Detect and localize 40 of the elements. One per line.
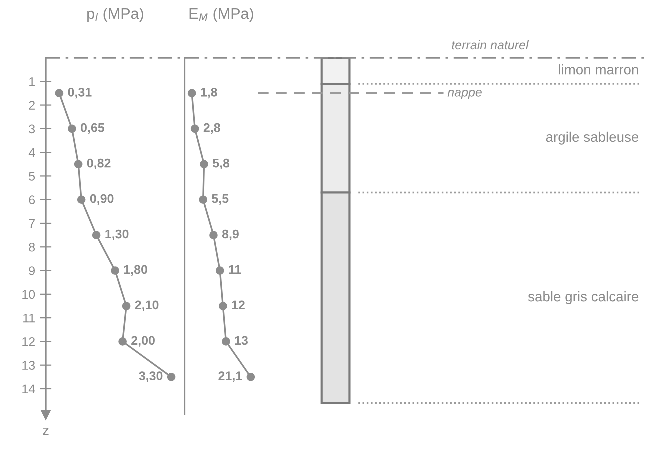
y-axis-title: z	[43, 428, 49, 436]
text: terrain naturel	[452, 40, 530, 50]
data-label: 1,8	[201, 88, 218, 99]
y-tick-label: 4	[28, 148, 36, 158]
y-tick-label: 3	[29, 124, 36, 134]
text: nappe	[448, 90, 482, 100]
y-tick-label: 13	[22, 361, 36, 370]
text: sable gris calcaire	[528, 291, 639, 304]
data-label: 3,30	[139, 372, 163, 382]
text: limon marron	[559, 64, 638, 75]
data-label: 0,82	[87, 158, 111, 170]
y-tick-label: 5	[29, 172, 36, 181]
y-tick-label: 14	[22, 384, 36, 394]
data-label: 1,80	[124, 265, 148, 276]
y-tick-label: 1	[30, 78, 35, 86]
y-tick-label: 2	[29, 101, 35, 110]
data-label: 21,1	[218, 372, 242, 382]
y-tick-label: 9	[29, 266, 35, 276]
data-label: 2,00	[132, 336, 155, 347]
data-label: 8,9	[222, 230, 239, 240]
data-label: 1,30	[106, 230, 129, 240]
data-label: 2,8	[204, 123, 220, 134]
data-label: 0,31	[68, 88, 92, 99]
data-label: 5,5	[212, 194, 229, 206]
text: argile sableuse	[546, 132, 639, 145]
data-label: 13	[235, 336, 248, 346]
data-label: 11	[229, 265, 242, 274]
chart-title: p$_{l}$ (MPa)	[88, 8, 144, 22]
data-label: 5,8	[212, 158, 230, 170]
y-tick-label: 7	[29, 219, 35, 228]
chart-title: E$_{M}$ (MPa)	[190, 8, 254, 22]
data-label: 2,10	[135, 300, 159, 312]
data-label: 0,90	[90, 194, 114, 206]
y-tick-label: 11	[24, 314, 35, 323]
y-tick-label: 10	[22, 290, 36, 300]
y-tick-label: 12	[22, 338, 35, 346]
data-label: 12	[232, 300, 245, 310]
y-tick-label: 6	[29, 196, 36, 205]
y-tick-label: 8	[29, 242, 36, 252]
data-label: 0,65	[81, 123, 105, 134]
